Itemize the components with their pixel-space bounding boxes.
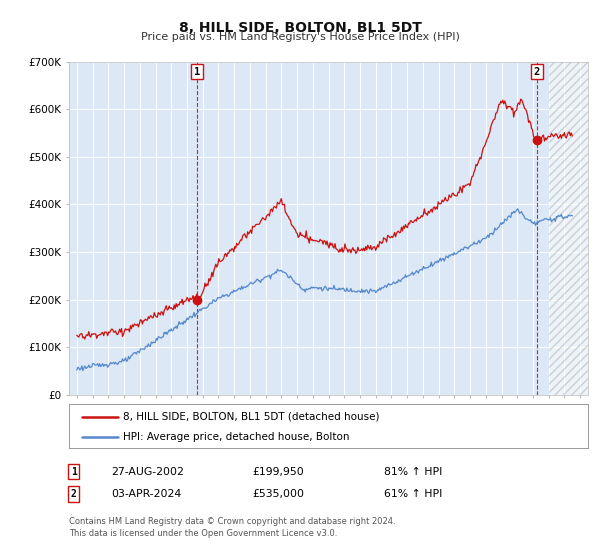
Text: 1: 1 bbox=[194, 67, 200, 77]
Text: 61% ↑ HPI: 61% ↑ HPI bbox=[384, 489, 442, 499]
Text: Contains HM Land Registry data © Crown copyright and database right 2024.: Contains HM Land Registry data © Crown c… bbox=[69, 517, 395, 526]
Text: 2: 2 bbox=[71, 489, 77, 499]
Text: 81% ↑ HPI: 81% ↑ HPI bbox=[384, 466, 442, 477]
Text: 27-AUG-2002: 27-AUG-2002 bbox=[111, 466, 184, 477]
Text: This data is licensed under the Open Government Licence v3.0.: This data is licensed under the Open Gov… bbox=[69, 529, 337, 538]
Text: Price paid vs. HM Land Registry's House Price Index (HPI): Price paid vs. HM Land Registry's House … bbox=[140, 32, 460, 43]
Text: £535,000: £535,000 bbox=[252, 489, 304, 499]
Bar bbox=[548, 62, 588, 395]
Text: HPI: Average price, detached house, Bolton: HPI: Average price, detached house, Bolt… bbox=[124, 432, 350, 442]
Text: £199,950: £199,950 bbox=[252, 466, 304, 477]
Text: 1: 1 bbox=[71, 466, 77, 477]
Text: 2: 2 bbox=[534, 67, 540, 77]
Text: 8, HILL SIDE, BOLTON, BL1 5DT: 8, HILL SIDE, BOLTON, BL1 5DT bbox=[179, 21, 421, 35]
Text: 03-APR-2024: 03-APR-2024 bbox=[111, 489, 181, 499]
Text: 8, HILL SIDE, BOLTON, BL1 5DT (detached house): 8, HILL SIDE, BOLTON, BL1 5DT (detached … bbox=[124, 412, 380, 422]
